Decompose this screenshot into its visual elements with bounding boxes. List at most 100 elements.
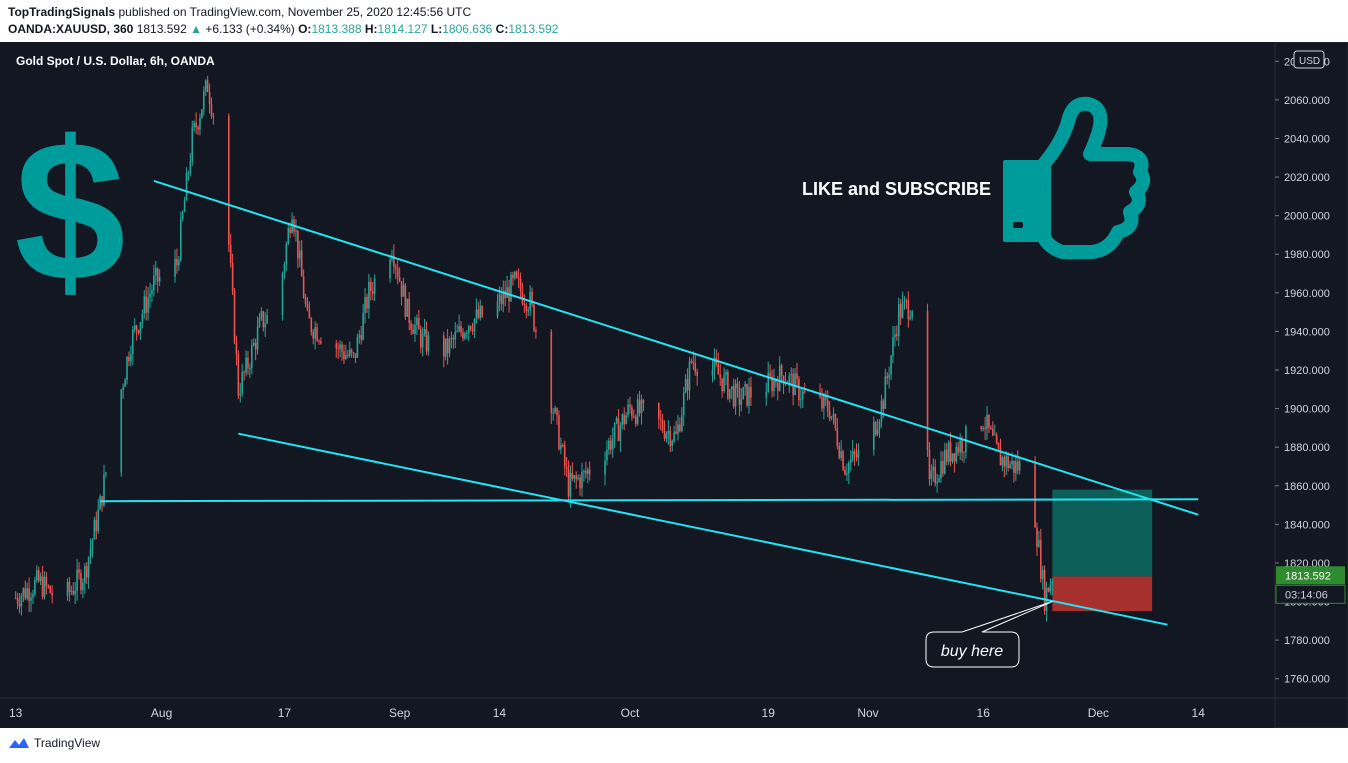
y-tick-label: 1940.000 (1284, 326, 1330, 338)
candle-body (615, 418, 618, 423)
candle-body (126, 357, 128, 380)
price-chart[interactable]: 2080.0002060.0002040.0002020.0002000.000… (0, 42, 1348, 728)
y-tick-label: 1780.000 (1284, 635, 1330, 647)
candle-body (183, 200, 186, 213)
candle-body (907, 300, 910, 320)
candle-body (454, 331, 457, 340)
author-name[interactable]: TopTradingSignals (8, 5, 116, 19)
candle-body (932, 466, 935, 471)
tradingview-logo-icon (9, 738, 29, 748)
candle-body (723, 374, 725, 392)
candle-body (930, 470, 933, 480)
candle-body (623, 414, 626, 424)
y-tick-label: 1900.000 (1284, 404, 1330, 416)
candle-body (585, 470, 587, 474)
candle-body (14, 597, 17, 599)
candle-body (667, 430, 670, 434)
currency-badge[interactable] (1293, 50, 1325, 69)
chart-background (0, 42, 1348, 728)
candle-body (105, 472, 107, 475)
trendline[interactable] (238, 432, 1168, 626)
candle-body (500, 294, 503, 304)
candle-body (16, 597, 19, 604)
candle-body (410, 323, 412, 330)
candle-body (659, 418, 662, 420)
candle-body (892, 337, 894, 356)
candle-body (681, 415, 683, 431)
y-tick-label: 1960.000 (1284, 288, 1330, 300)
candle-body (830, 416, 833, 419)
candle-body (199, 118, 201, 130)
candle-body (890, 355, 892, 375)
candle-body (1003, 457, 1006, 467)
trendline[interactable] (100, 498, 1199, 503)
candle-body (679, 424, 681, 431)
candle-body (249, 368, 251, 370)
candle-body (609, 440, 612, 450)
candle-body (521, 291, 524, 304)
candle-body (688, 361, 691, 391)
candle-body (262, 311, 265, 328)
candle-body (567, 469, 570, 497)
trendline[interactable] (153, 179, 1199, 516)
candle-body (732, 386, 735, 407)
candle-body (304, 297, 307, 304)
candle-body (37, 570, 40, 581)
candle-body (153, 275, 155, 291)
high-value: 1814.127 (377, 22, 428, 36)
candle-body (677, 424, 679, 434)
candle-body (74, 590, 76, 595)
candle-body (416, 318, 418, 325)
candle-body (999, 449, 1002, 466)
candle-body (197, 127, 199, 130)
candle-body (577, 477, 579, 479)
candle-body (1038, 540, 1040, 547)
candle-body (289, 228, 291, 233)
candle-body (905, 300, 908, 302)
candle-body (550, 331, 553, 414)
candle-body (147, 297, 149, 313)
stop-zone[interactable] (1052, 576, 1153, 612)
candle-body (124, 379, 126, 387)
candle-body (711, 369, 714, 376)
candle-body (790, 373, 793, 376)
candle-body (281, 273, 284, 316)
candle-body (227, 116, 230, 245)
tradingview-footer[interactable]: TradingView (8, 736, 100, 750)
target-zone[interactable] (1052, 489, 1153, 577)
candle-body (794, 373, 796, 395)
candle-body (944, 449, 946, 474)
candle-body (414, 324, 416, 334)
buy-here-callout[interactable] (925, 601, 1053, 668)
candle-body (986, 414, 988, 430)
symbol-label: OANDA:XAUUSD, 360 (8, 22, 134, 36)
y-tick-label: 2000.000 (1284, 211, 1330, 223)
candle-body (469, 326, 472, 330)
low-label: L: (430, 22, 443, 36)
candle-body (874, 421, 877, 435)
candle-body (897, 304, 900, 337)
candle-body (212, 115, 215, 117)
candle-body (137, 330, 140, 334)
candle-body (203, 91, 205, 110)
price-axis[interactable] (1274, 42, 1348, 728)
candle-body (370, 281, 372, 292)
candle-body (604, 460, 606, 475)
candle-body (990, 427, 992, 429)
candle-body (247, 357, 249, 369)
candle-body (149, 293, 151, 298)
candle-body (993, 434, 996, 436)
candle-body (475, 309, 478, 320)
candle-body (533, 304, 535, 331)
candle-body (665, 433, 668, 439)
candle-body (1051, 581, 1054, 585)
candle-body (663, 430, 666, 439)
candle-body (736, 383, 739, 388)
candle-body (260, 311, 263, 318)
candle-body (341, 344, 343, 352)
thumbs-up-cuff (1013, 222, 1023, 228)
candle-body (961, 440, 963, 453)
thumbs-up-icon (1037, 96, 1151, 259)
candle-body (767, 372, 769, 392)
candle-body (886, 376, 889, 378)
